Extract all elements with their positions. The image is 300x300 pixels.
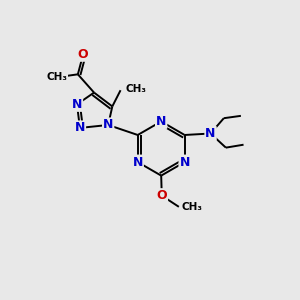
Text: N: N [179, 156, 190, 169]
Text: N: N [75, 122, 85, 134]
Text: CH₃: CH₃ [126, 84, 147, 94]
Text: N: N [133, 156, 143, 169]
Text: N: N [156, 115, 166, 128]
Text: N: N [206, 127, 216, 140]
Text: N: N [72, 98, 82, 111]
Text: N: N [103, 118, 113, 131]
Text: O: O [78, 48, 88, 61]
Text: CH₃: CH₃ [46, 72, 67, 82]
Text: CH₃: CH₃ [182, 202, 203, 212]
Text: O: O [157, 189, 167, 202]
